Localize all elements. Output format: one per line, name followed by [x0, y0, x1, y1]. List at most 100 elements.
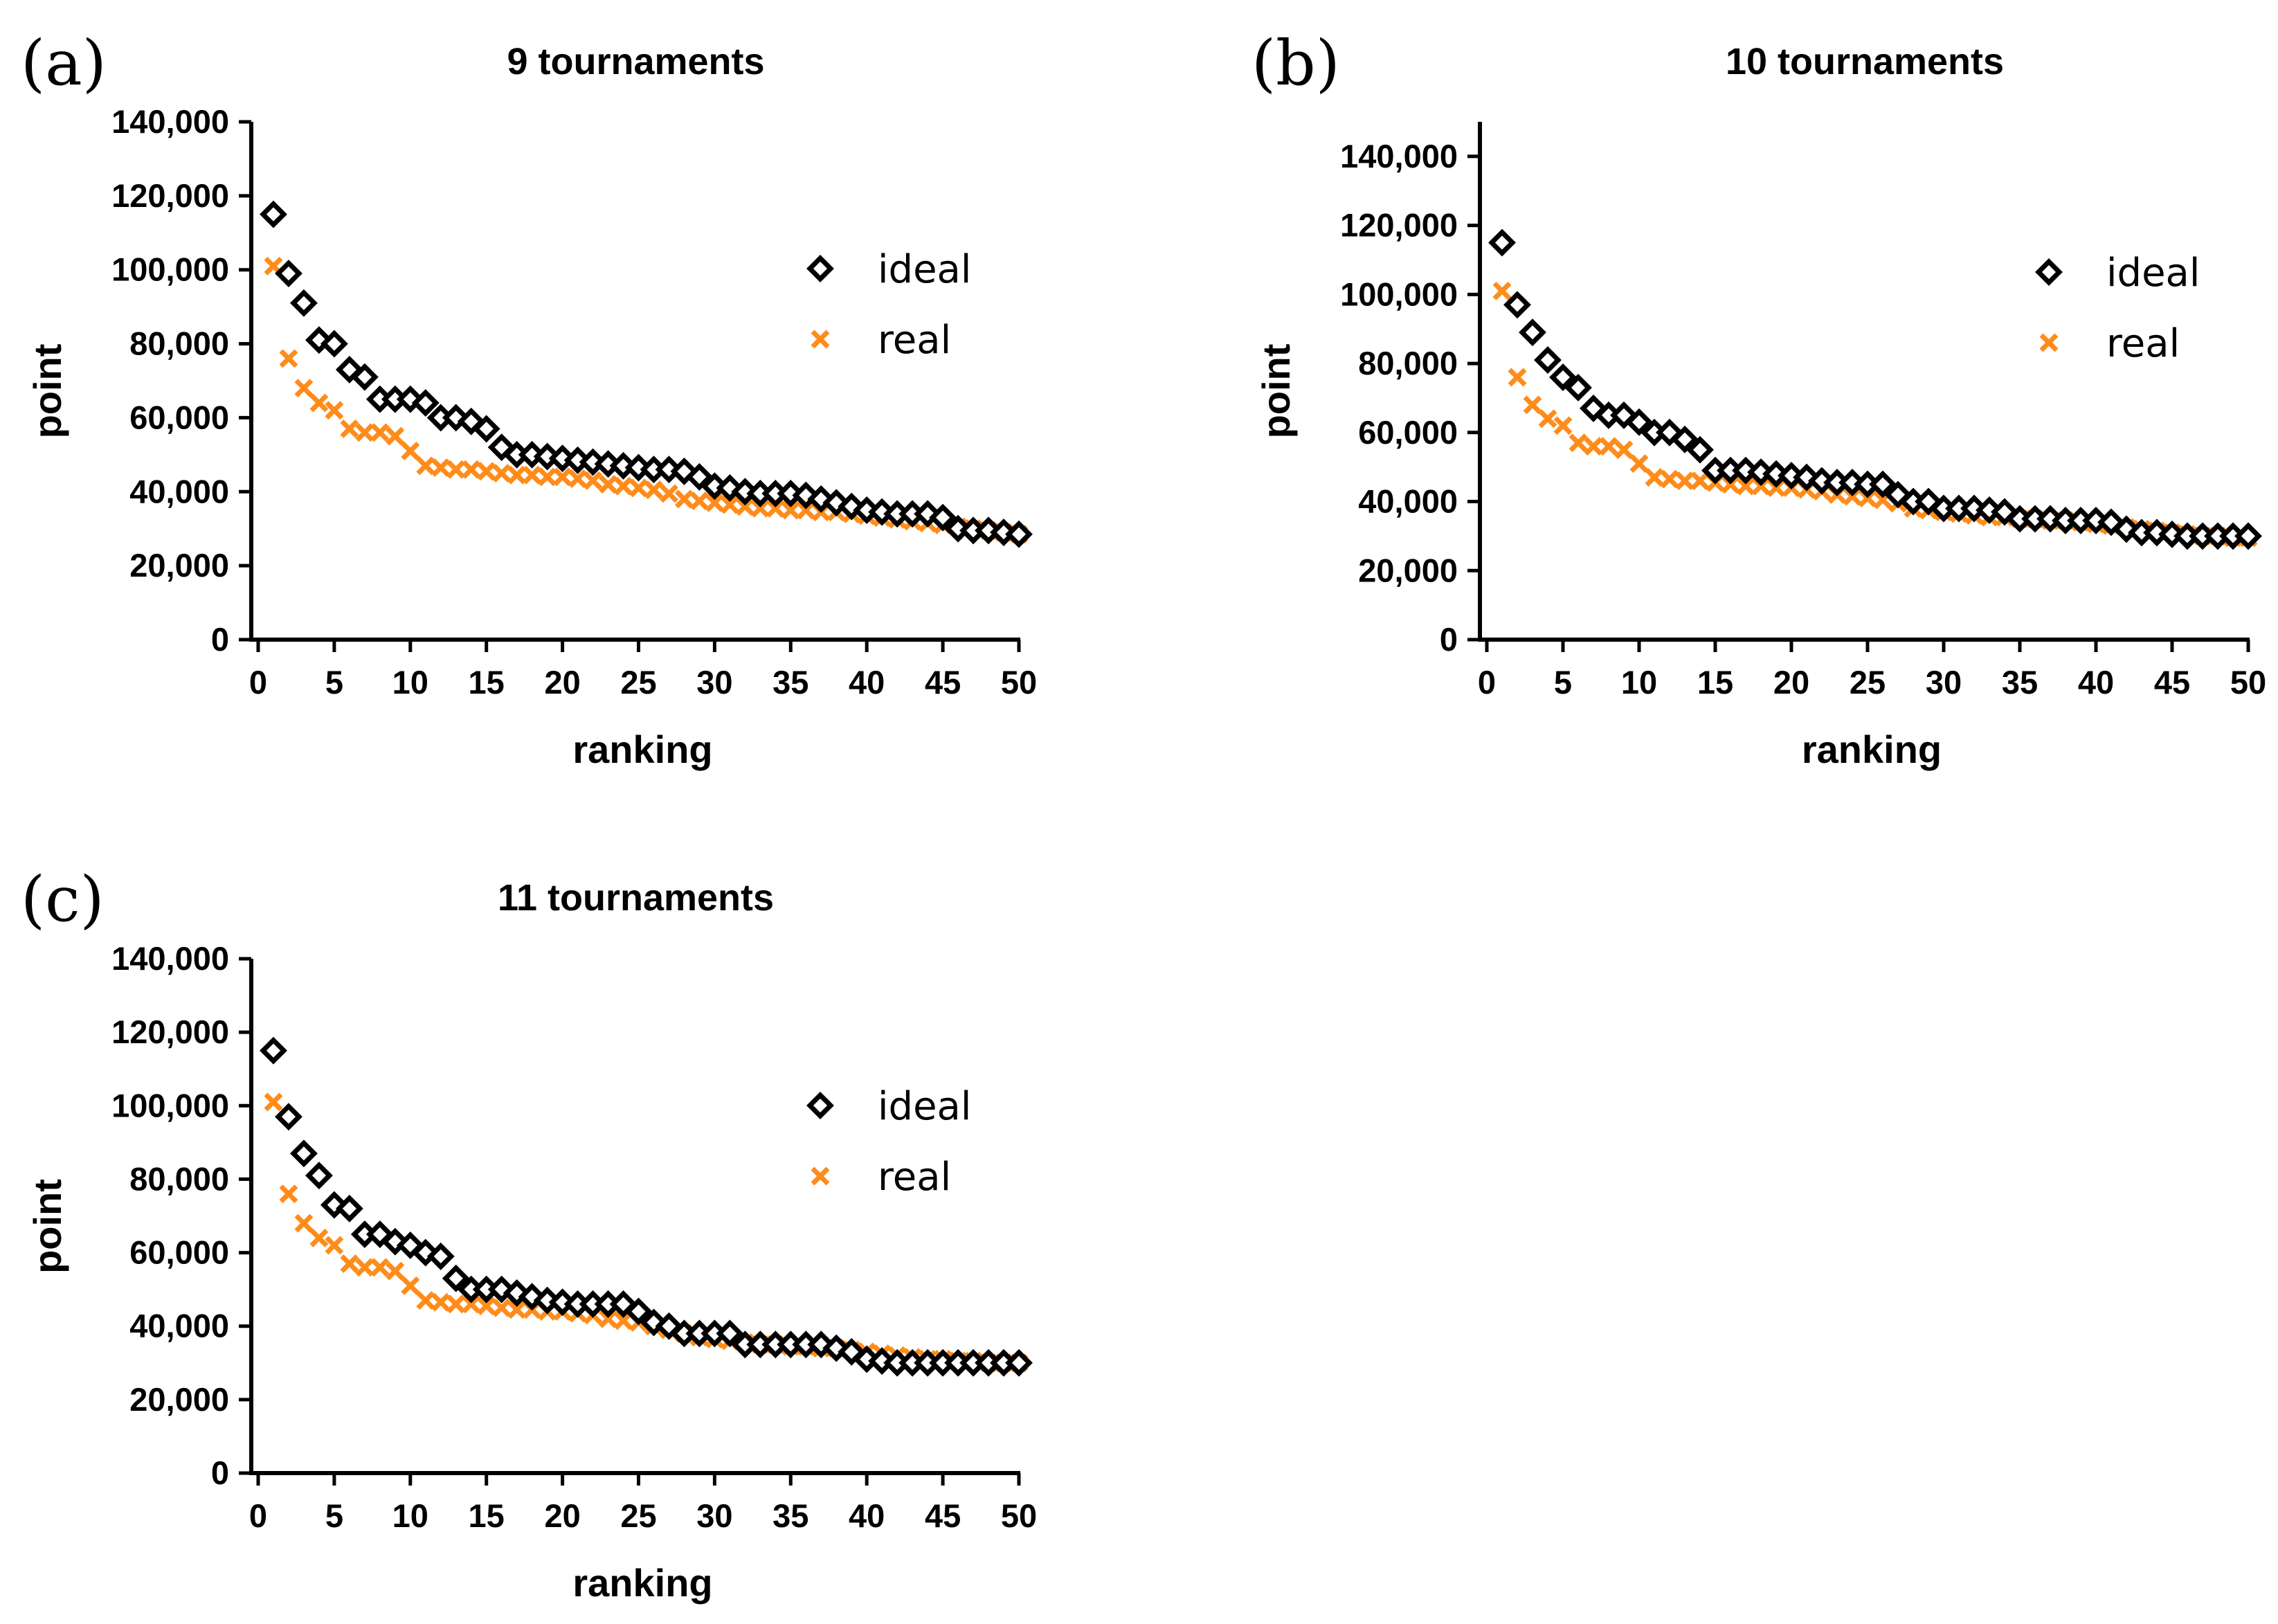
x-tick-label: 30	[1926, 664, 1962, 701]
x-tick-label: 10	[392, 664, 428, 701]
data-point-real	[720, 495, 739, 514]
x-tick-label: 30	[696, 664, 732, 701]
data-point-real	[538, 467, 557, 487]
data-point-real	[644, 480, 663, 500]
data-point-real	[705, 493, 724, 512]
data-point-ideal	[1564, 374, 1592, 402]
data-point-real	[1599, 437, 1618, 456]
data-point-real	[309, 393, 329, 413]
data-point-real	[386, 1261, 405, 1281]
data-point-real	[309, 1228, 329, 1247]
data-point-ideal	[350, 363, 379, 391]
data-point-real	[401, 1276, 420, 1295]
x-axis-title: ranking	[1802, 728, 1942, 771]
data-point-real	[1614, 440, 1634, 460]
data-point-real	[599, 1309, 618, 1328]
x-tick-label: 10	[1621, 664, 1657, 701]
x-tick-label: 25	[620, 1497, 656, 1534]
data-point-real	[1660, 469, 1679, 489]
data-point-ideal	[335, 1194, 363, 1222]
data-point-real	[629, 478, 648, 498]
x-tick-label: 50	[1001, 664, 1037, 701]
y-tick-label: 80,000	[129, 1160, 229, 1197]
x-tick-label: 30	[696, 1497, 732, 1534]
y-tick-label: 20,000	[129, 1381, 229, 1418]
data-point-real	[446, 460, 466, 479]
data-point-ideal	[624, 1297, 653, 1326]
data-point-real	[1690, 471, 1710, 491]
x-tick-label: 35	[772, 1497, 808, 1534]
x-tick-label: 35	[2002, 664, 2038, 701]
x-tick-label: 5	[325, 1497, 343, 1534]
legend-marker-real	[811, 330, 830, 349]
y-tick-label: 120,000	[1340, 207, 1458, 244]
x-tick-label: 35	[772, 664, 808, 701]
data-point-real	[1629, 454, 1649, 473]
legend-label-real: real	[878, 318, 951, 363]
panel-label: (c)	[21, 863, 105, 936]
data-point-real	[1492, 281, 1512, 300]
data-point-ideal	[411, 389, 440, 417]
data-point-ideal	[1534, 346, 1562, 375]
data-point-real	[750, 498, 770, 518]
x-axis-title: ranking	[572, 728, 712, 771]
legend: ideal real	[2035, 251, 2200, 366]
data-point-ideal	[275, 260, 302, 288]
data-point-real	[370, 423, 390, 442]
panel-label: (b)	[1251, 27, 1340, 100]
data-point-ideal	[320, 330, 348, 358]
data-point-real	[462, 1294, 481, 1314]
data-point-ideal	[716, 1319, 744, 1348]
data-point-real	[584, 471, 603, 490]
x-tick-label: 40	[2078, 664, 2114, 701]
data-point-real	[279, 1184, 298, 1204]
y-tick-label: 0	[211, 1454, 229, 1491]
y-tick-label: 100,000	[111, 1087, 229, 1124]
data-point-real	[446, 1294, 466, 1314]
x-tick-label: 50	[2230, 664, 2266, 701]
data-point-ideal	[1519, 318, 1546, 347]
chart-title: 11 tournaments	[498, 877, 774, 919]
data-point-real	[325, 401, 344, 420]
data-point-ideal	[305, 1162, 333, 1190]
y-tick-label: 20,000	[129, 547, 229, 584]
data-point-real	[492, 464, 512, 483]
data-point-ideal	[260, 1036, 287, 1065]
data-point-real	[659, 484, 678, 503]
legend: ideal real	[806, 1084, 971, 1200]
y-tick-label: 140,000	[111, 940, 229, 977]
x-tick-label: 20	[544, 1497, 580, 1534]
y-tick-label: 120,000	[111, 1013, 229, 1050]
data-point-ideal	[426, 1242, 455, 1270]
data-point-real	[766, 498, 785, 518]
y-axis-title: point	[26, 1179, 69, 1274]
legend-marker-real	[811, 1166, 830, 1186]
y-tick-label: 80,000	[129, 325, 229, 362]
data-point-ideal	[1869, 470, 1897, 498]
y-tick-label: 0	[211, 621, 229, 658]
data-point-real	[1523, 395, 1542, 415]
data-point-real	[355, 423, 374, 442]
x-tick-label: 40	[849, 1497, 885, 1534]
x-tick-label: 20	[544, 664, 580, 701]
chart-title: 9 tournaments	[507, 41, 764, 82]
data-point-real	[264, 1092, 283, 1112]
legend: ideal real	[806, 247, 971, 363]
x-tick-label: 15	[1697, 664, 1733, 701]
y-tick-label: 60,000	[129, 1234, 229, 1271]
legend-label-real: real	[878, 1155, 951, 1200]
data-point-real	[431, 1292, 451, 1312]
y-tick-label: 0	[1440, 621, 1458, 658]
y-tick-label: 40,000	[1358, 483, 1458, 520]
y-tick-label: 100,000	[111, 251, 229, 288]
data-point-real	[477, 462, 496, 481]
data-point-real	[1553, 416, 1573, 435]
chart-panel-1: (a) 9 tournaments 0 20,000 40,000 60,000 80,00…	[21, 27, 1037, 771]
chart-panel-3: (c) 11 tournaments 0 20,000 40,000 60,000 80,0…	[21, 863, 1037, 1605]
data-point-real	[340, 1254, 359, 1273]
data-point-real	[294, 1214, 314, 1233]
data-point-real	[492, 1298, 512, 1317]
data-point-real	[523, 465, 542, 485]
data-point-real	[614, 1311, 633, 1330]
